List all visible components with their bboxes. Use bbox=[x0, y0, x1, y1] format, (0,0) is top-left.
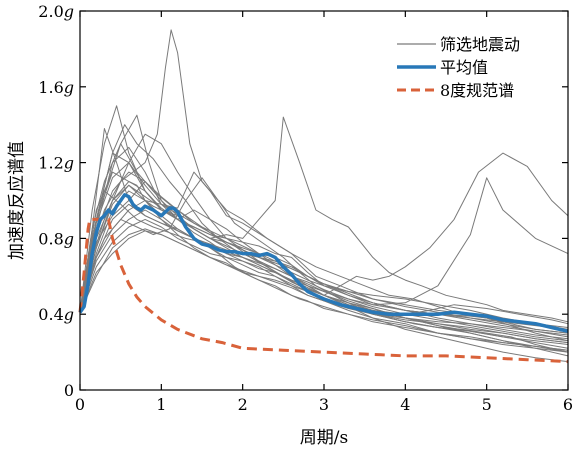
mean-layer bbox=[78, 193, 569, 334]
record-line-24 bbox=[79, 184, 569, 342]
record-line-16 bbox=[79, 228, 569, 357]
y-tick-label: 0.4g bbox=[38, 305, 74, 324]
record-line-13 bbox=[79, 209, 569, 353]
x-tick-label: 5 bbox=[482, 395, 492, 414]
legend-label: 8度规范谱 bbox=[440, 81, 514, 100]
legend-label: 筛选地震动 bbox=[440, 35, 520, 54]
y-tick-label: 0.8g bbox=[38, 229, 74, 248]
legend-label: 平均值 bbox=[440, 58, 488, 77]
record-line-20 bbox=[79, 171, 569, 363]
y-tick-label: 2.0g bbox=[38, 2, 74, 21]
record-line-18 bbox=[79, 181, 569, 338]
record-line-23 bbox=[79, 230, 569, 336]
record-line-22 bbox=[79, 152, 569, 330]
x-tick-label: 1 bbox=[156, 395, 166, 414]
mean-line bbox=[78, 193, 569, 334]
x-tick-label: 3 bbox=[319, 395, 329, 414]
record-line-7 bbox=[79, 171, 569, 342]
y-tick-label: 0 bbox=[64, 381, 74, 400]
x-tick-label: 0 bbox=[75, 395, 85, 414]
record-line-4 bbox=[79, 114, 569, 313]
y-tick-label: 1.6g bbox=[38, 78, 74, 97]
record-line-19 bbox=[79, 203, 569, 330]
record-line-21 bbox=[79, 218, 569, 344]
x-axis-title: 周期/s bbox=[300, 428, 348, 447]
code-spectrum-layer bbox=[78, 217, 569, 364]
record-line-8 bbox=[79, 177, 569, 353]
y-tick-label: 1.2g bbox=[38, 154, 74, 173]
record-line-25 bbox=[79, 162, 569, 340]
x-tick-label: 6 bbox=[563, 395, 573, 414]
record-line-1 bbox=[79, 29, 569, 334]
axes-layer: 0 1 2 3 4 5 6 0 0.4g 0.8g 1.2g 1.6g 2.0g bbox=[38, 2, 573, 414]
y-axis-title: 加速度反应谱值 bbox=[7, 141, 27, 260]
code-spectrum-line bbox=[78, 217, 569, 364]
x-tick-label: 2 bbox=[238, 395, 248, 414]
x-tick-label: 4 bbox=[400, 395, 410, 414]
record-line-17 bbox=[79, 143, 569, 345]
